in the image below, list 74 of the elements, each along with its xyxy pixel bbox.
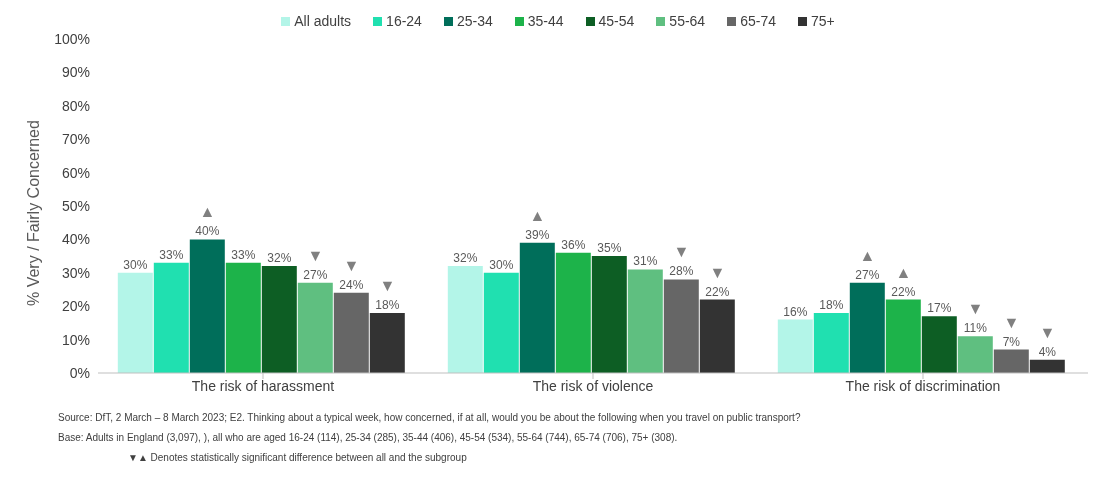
data-label: 30% [123,257,148,272]
bar [333,292,369,373]
bar [777,319,813,373]
bar [189,239,225,373]
legend-label: 35-44 [527,13,564,29]
y-tick-label: 20% [61,298,90,315]
legend-label: 25-34 [456,13,493,29]
bar [885,299,921,373]
y-tick-label: 70% [61,131,90,148]
data-label: ▼ 28% [669,243,694,279]
source-note: Source: DfT, 2 March – 8 March 2023; E2. Thinking about a typical week, how concerned, if at all, would you be about the following when you travel on public transport? [58,411,802,425]
data-label: ▲ 22% [891,263,916,299]
bar [297,282,333,373]
x-tick-label: The risk of violence [532,377,654,394]
bar [627,269,663,373]
y-tick-label: 80% [61,97,90,114]
data-label: 32% [267,251,292,266]
bar [813,312,849,373]
data-label: 31% [633,254,658,269]
data-label: ▼ 22% [705,263,730,299]
legend-label: 45-54 [598,13,635,29]
data-label: 35% [597,241,622,256]
data-label: 18% [819,297,844,312]
legend-label: All adults [294,13,352,29]
bar [369,312,405,373]
bar [699,299,735,373]
legend-label: 65-74 [740,13,776,29]
x-tick-label: The risk of harassment [191,377,335,394]
y-tick-label: 60% [61,164,90,181]
x-tick-label: The risk of discrimination [845,377,1001,394]
bar [225,262,261,373]
y-tick-label: 40% [61,231,90,248]
data-label: ▼ 27% [303,246,328,282]
bar [921,316,957,373]
data-label: ▼ 24% [339,256,364,292]
bar [519,242,555,373]
text: ▼▲ Denotes statistically significant difference between all and the subgroup [128,451,468,465]
y-tick-label: 90% [61,64,90,81]
data-label: ▲ 40% [195,203,220,239]
data-label: 33% [159,247,184,262]
y-tick-label: 30% [61,264,90,281]
bar [447,266,483,373]
legend-label: 75+ [810,13,835,29]
data-label: ▲ 27% [855,246,880,282]
legend-label: 55-64 [669,13,706,29]
data-label: 16% [783,304,808,319]
bar [591,256,627,373]
bar [957,336,993,373]
data-label: 30% [489,257,514,272]
bar [483,272,519,373]
y-axis-title: % Very / Fairly Concerned [24,120,42,306]
data-label: 32% [453,251,478,266]
bar [153,262,189,373]
data-label: ▼ 4% [1038,323,1057,359]
data-label: 17% [927,301,952,316]
data-label: ▼ 11% [963,300,988,336]
legend-label: 16-24 [386,13,422,29]
bar [1029,359,1065,373]
bar [555,252,591,373]
bar [993,349,1029,373]
data-label: ▲ 39% [525,206,550,242]
y-tick-label: 0% [69,364,90,381]
y-tick-label: 50% [61,197,90,214]
bar [849,282,885,373]
bar [663,279,699,373]
data-label: 36% [561,237,586,252]
data-label: ▼ 18% [375,276,400,312]
data-label: 33% [231,247,256,262]
y-tick-label: 10% [61,331,90,348]
bar [261,266,297,373]
y-tick-label: 100% [54,30,90,47]
bar [117,272,153,373]
data-label: ▼ 7% [1002,313,1021,349]
text: Base: Adults in England (3,097), ), all who are aged 16-24 (114), 25-34 (285), 35-44 (406), 45-54 (534), 55-64 (744), 65-74 (706), 75+ (308). [58,431,679,445]
